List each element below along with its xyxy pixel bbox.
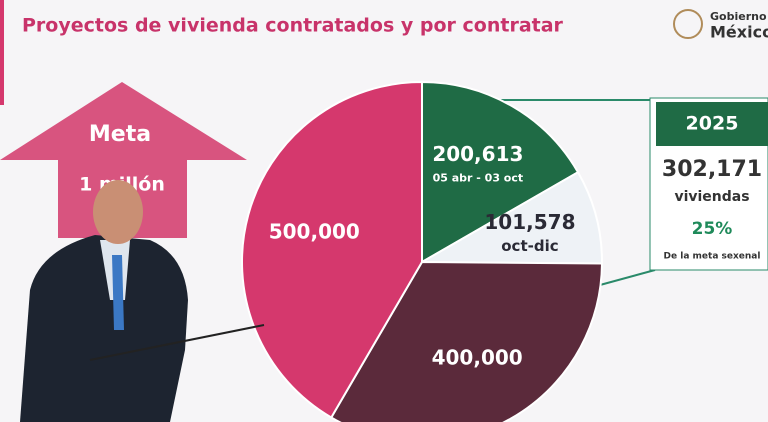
pie-slice (241, 80, 423, 419)
logo-seal (673, 9, 703, 39)
meta-title: Meta (89, 122, 151, 147)
summary-year: 2025 (686, 113, 739, 135)
meta-arrow (0, 82, 247, 238)
summary-value: 302,171 (662, 157, 762, 182)
summary-note: De la meta sexenal (664, 252, 761, 262)
summary-header (656, 102, 768, 146)
logo-text: México (710, 23, 768, 42)
category-label: 05 abr - 03 oct (433, 171, 524, 184)
value-label: 200,613 (432, 142, 523, 166)
speaker-tie (112, 255, 124, 330)
connector (599, 269, 656, 286)
category-label: oct-dic (501, 237, 558, 255)
speaker-head (93, 180, 143, 244)
pie-slice (421, 80, 580, 264)
value-label: 500,000 (269, 219, 360, 243)
logo-text: Gobierno (710, 10, 767, 23)
pie: 200,613 05 abr - 03 oct 101,578 oct-dic 400,… (241, 80, 604, 422)
summary-unit: viviendas (674, 189, 749, 205)
value-label: 101,578 (484, 210, 575, 234)
accent-bar (0, 0, 4, 105)
speaker-body (20, 235, 188, 422)
pie-slice (418, 170, 603, 265)
pointer (89, 324, 265, 361)
chart-title: Proyectos de vivienda contratados y por … (22, 15, 564, 37)
summary-share: 25% (692, 219, 733, 239)
value-label: 400,000 (432, 346, 523, 370)
speaker (20, 180, 265, 422)
